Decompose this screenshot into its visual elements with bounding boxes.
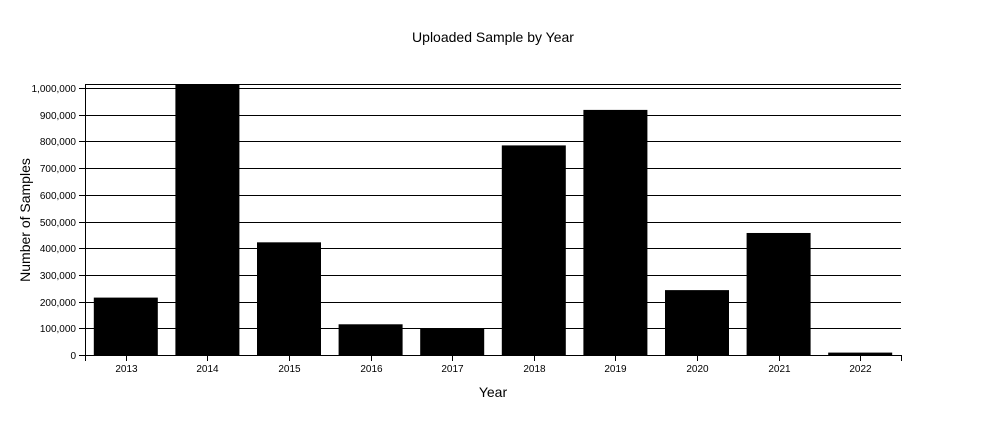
- y-axis-label: Number of Samples: [17, 158, 33, 282]
- y-axis: 0 100,000 200,000 300,000 400,000 500,000 600,…: [32, 84, 86, 362]
- y-tick-label: 300,000: [40, 271, 77, 282]
- chart-title: Uploaded Sample by Year: [412, 29, 574, 45]
- x-tick-label: 2021: [768, 364, 791, 375]
- bar-2016: [338, 324, 403, 355]
- x-tick-label: 2013: [115, 364, 138, 375]
- bar-2019: [583, 109, 648, 355]
- bar-2021: [746, 232, 811, 355]
- x-axis-label: Year: [479, 384, 508, 400]
- y-tick-label: 500,000: [40, 218, 77, 229]
- bars: [93, 84, 893, 355]
- bar-2022: [828, 352, 893, 355]
- bar-2018: [501, 145, 566, 355]
- y-tick-label: 200,000: [40, 298, 77, 309]
- x-tick-label: 2017: [441, 364, 464, 375]
- y-tick-label: 1,000,000: [32, 84, 77, 95]
- y-tick-label: 400,000: [40, 244, 77, 255]
- bar-2013: [93, 297, 158, 355]
- y-tick-label: 100,000: [40, 324, 77, 335]
- x-tick-label: 2015: [278, 364, 301, 375]
- bar-2015: [257, 242, 321, 355]
- x-tick-label: 2022: [849, 364, 872, 375]
- x-axis: 2013 2014 2015 2016 2017 2018 2019 2020 2021 2022: [85, 355, 902, 375]
- x-tick-label: 2019: [604, 364, 627, 375]
- bar-2020: [665, 290, 729, 355]
- x-tick-label: 2018: [523, 364, 546, 375]
- y-tick-label: 600,000: [40, 191, 77, 202]
- y-tick-label: 800,000: [40, 137, 77, 148]
- x-tick-label: 2020: [686, 364, 709, 375]
- x-tick-label: 2014: [196, 364, 219, 375]
- y-tick-label: 0: [70, 351, 76, 362]
- bar-2017: [420, 328, 485, 355]
- y-tick-label: 900,000: [40, 111, 77, 122]
- y-tick-label: 700,000: [40, 164, 77, 175]
- bar-2014: [175, 84, 240, 355]
- x-tick-label: 2016: [360, 364, 383, 375]
